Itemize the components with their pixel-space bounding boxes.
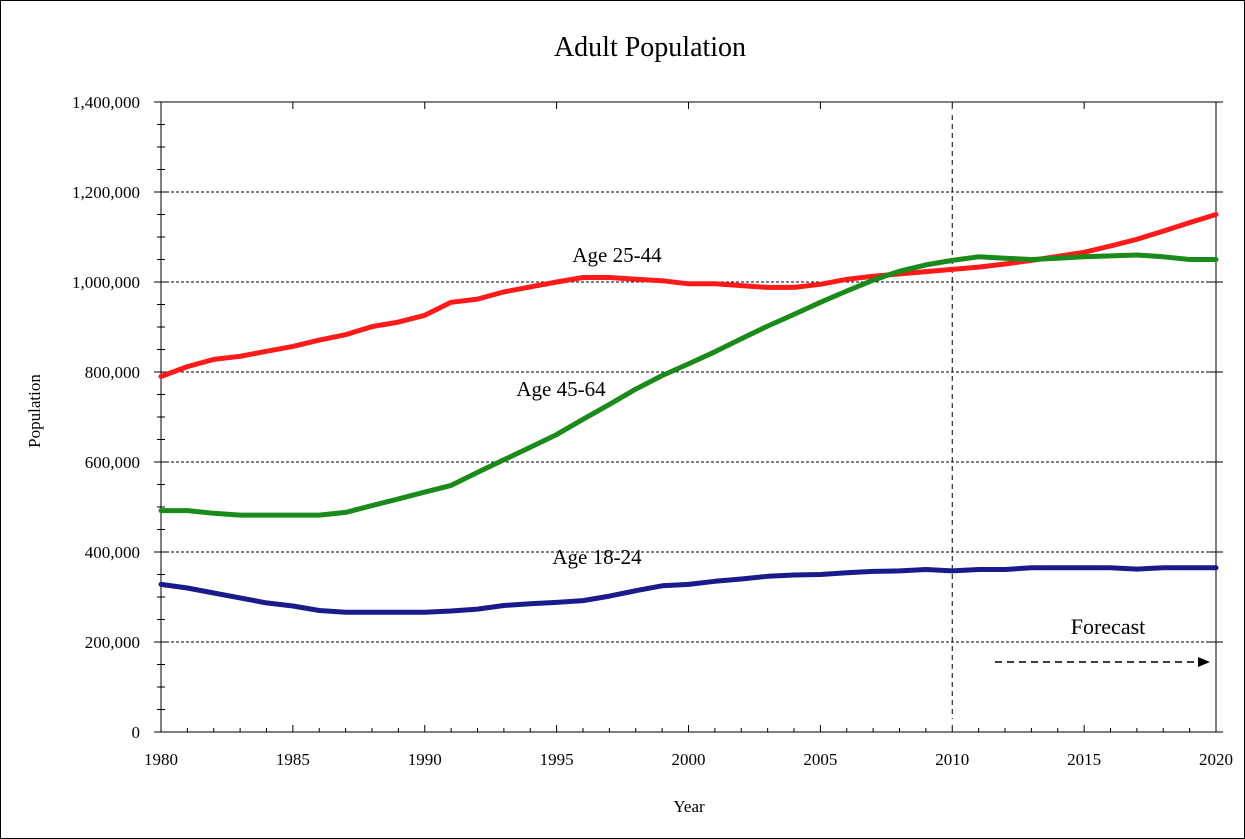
x-axis-title: Year xyxy=(673,797,705,816)
x-tick-label: 2005 xyxy=(803,750,837,769)
series-line-age-45-64 xyxy=(158,252,1219,518)
y-tick-label: 800,000 xyxy=(85,363,140,382)
x-tick-label: 2020 xyxy=(1199,750,1233,769)
y-tick-label: 200,000 xyxy=(85,633,140,652)
y-axis-title: Population xyxy=(25,374,44,448)
x-tick-label: 2015 xyxy=(1067,750,1101,769)
forecast-arrow-head xyxy=(1198,657,1210,667)
x-tick-label: 2010 xyxy=(935,750,969,769)
series-line-age-25-44 xyxy=(158,212,1219,379)
x-tick-label: 1990 xyxy=(408,750,442,769)
chart-title: Adult Population xyxy=(554,32,746,63)
x-tick-label: 1980 xyxy=(144,750,178,769)
y-tick-label: 400,000 xyxy=(85,543,140,562)
axes: 0 200,000 400,000 600,000 800,000 1,000,000 1,… xyxy=(72,93,1233,769)
forecast-marker xyxy=(951,115,1210,719)
y-tick-label: 0 xyxy=(132,723,141,742)
y-tick-label: 600,000 xyxy=(85,453,140,472)
x-tick-label: 1985 xyxy=(276,750,310,769)
grid-lines xyxy=(161,191,1216,643)
x-tick-label: 1995 xyxy=(540,750,574,769)
series-label-45-64: Age 45-64 xyxy=(516,377,606,401)
x-tick-label: 2000 xyxy=(672,750,706,769)
series-lines xyxy=(158,212,1219,615)
plot-area-border xyxy=(160,101,1217,733)
forecast-label: Forecast xyxy=(1071,614,1146,639)
y-tick-label: 1,000,000 xyxy=(72,273,140,292)
series-label-18-24: Age 18-24 xyxy=(552,545,642,569)
y-tick-label: 1,400,000 xyxy=(72,93,140,112)
series-label-25-44: Age 25-44 xyxy=(572,243,662,267)
series-line-age-18-24 xyxy=(158,565,1219,615)
y-tick-label: 1,200,000 xyxy=(72,183,140,202)
